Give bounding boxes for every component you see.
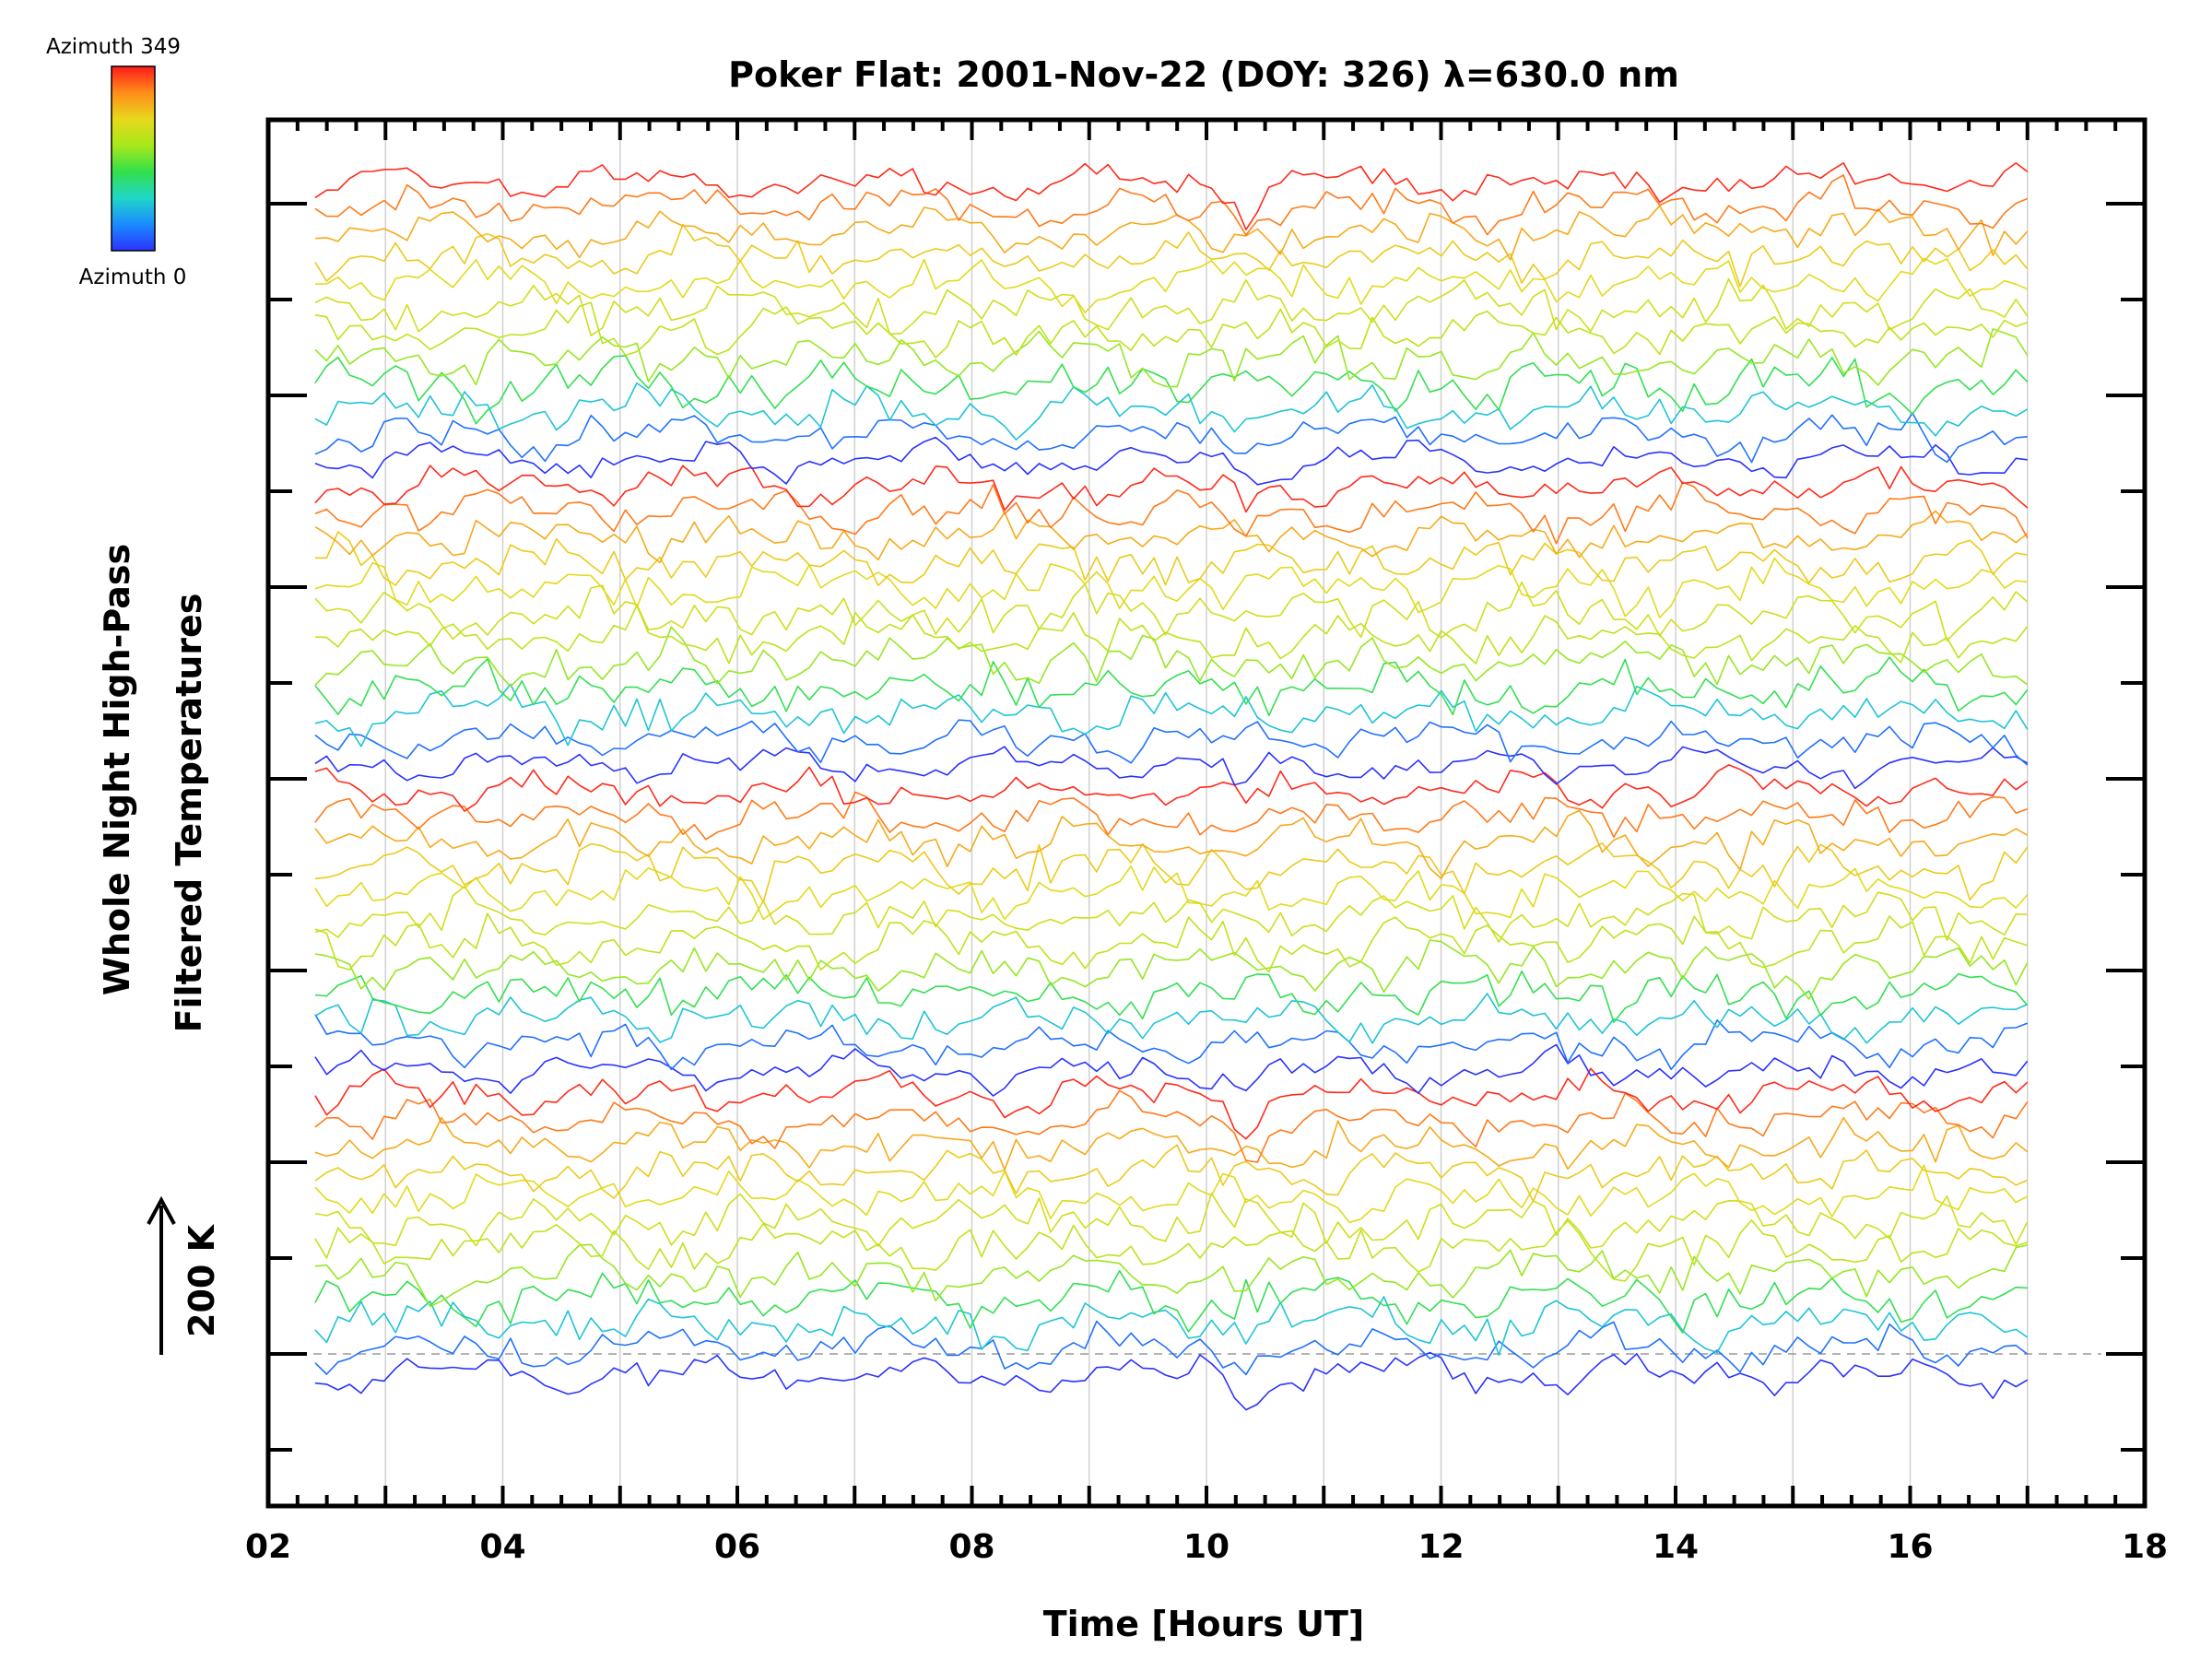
trace-line — [314, 581, 2029, 642]
trace-line — [314, 557, 2028, 618]
trace-line — [314, 1270, 2028, 1334]
trace-line — [314, 412, 2028, 464]
traces — [314, 162, 2029, 1411]
trace-line — [314, 1043, 2029, 1097]
x-tick-label: 02 — [245, 1528, 291, 1566]
x-tick-label: 04 — [479, 1528, 525, 1566]
x-tick-label: 16 — [1887, 1528, 1933, 1566]
trace-line — [314, 656, 2029, 717]
colorbar-bottom-label: Azimuth 0 — [79, 265, 187, 289]
trace-line — [314, 531, 2028, 587]
trace-line — [314, 1320, 2029, 1376]
chart-title: Poker Flat: 2001-Nov-22 (DOY: 326) λ=630… — [728, 54, 1679, 95]
trace-line — [314, 626, 2029, 688]
y-axis-label-line1: Whole Night High-Pass — [97, 544, 137, 995]
trace-line — [314, 719, 2029, 766]
plot-frame — [265, 117, 2147, 1509]
trace-line — [314, 841, 2029, 903]
trace-line — [314, 1089, 2029, 1163]
trace-line — [314, 328, 2029, 388]
x-tick-label: 12 — [1418, 1528, 1464, 1566]
trace-line — [314, 277, 2029, 336]
colorbar-top-label: Azimuth 349 — [46, 35, 181, 59]
trace-line — [314, 912, 2029, 973]
trace-line — [314, 465, 2029, 513]
trace-line — [314, 1219, 2029, 1282]
trace-line — [314, 993, 2029, 1044]
trace-line — [314, 257, 2029, 314]
trace-line — [314, 1164, 2029, 1224]
trace-line — [314, 885, 2028, 943]
trace-line — [314, 1243, 2028, 1308]
trace-line — [314, 510, 2029, 564]
trace-line — [314, 436, 2028, 486]
trace-line — [314, 605, 2029, 665]
trace-line — [314, 1014, 2029, 1071]
trace-line — [314, 301, 2029, 359]
trace-line — [314, 971, 2029, 1023]
trace-line — [314, 809, 2029, 880]
trace-line — [314, 1296, 2029, 1357]
scale-label: 200 K — [182, 1223, 222, 1337]
trace-line — [314, 746, 2029, 790]
scale-arrow — [147, 1195, 176, 1355]
trace-line — [314, 1192, 2029, 1249]
trace-line — [314, 162, 2029, 230]
trace-line — [314, 939, 2029, 1000]
x-tick-label: 10 — [1183, 1528, 1230, 1566]
trace-line — [314, 481, 2029, 545]
x-gridlines — [384, 122, 2029, 1504]
trace-line — [314, 223, 2029, 288]
x-tick-label: 06 — [714, 1528, 760, 1566]
trace-line — [314, 205, 2029, 261]
x-tick-labels: 02 04 06 08 10 12 14 16 18 — [245, 1528, 2168, 1566]
x-tick-label: 14 — [1653, 1528, 1699, 1566]
trace-line — [314, 354, 2029, 425]
trace-line — [314, 1144, 2029, 1203]
trace-line — [314, 174, 2029, 236]
trace-line — [314, 1067, 2029, 1140]
trace-line — [314, 1351, 2029, 1411]
x-axis-label: Time [Hours UT] — [1043, 1604, 1365, 1644]
trace-line — [314, 1116, 2029, 1171]
trace-line — [314, 764, 2029, 812]
x-tick-label: 18 — [2122, 1528, 2168, 1566]
trace-line — [314, 382, 2029, 441]
y-axis-label-line2: Filtered Temperatures — [169, 594, 209, 1033]
colorbar — [111, 65, 156, 252]
trace-line — [314, 791, 2029, 841]
x-tick-label: 08 — [948, 1528, 994, 1566]
trace-line — [314, 683, 2029, 747]
